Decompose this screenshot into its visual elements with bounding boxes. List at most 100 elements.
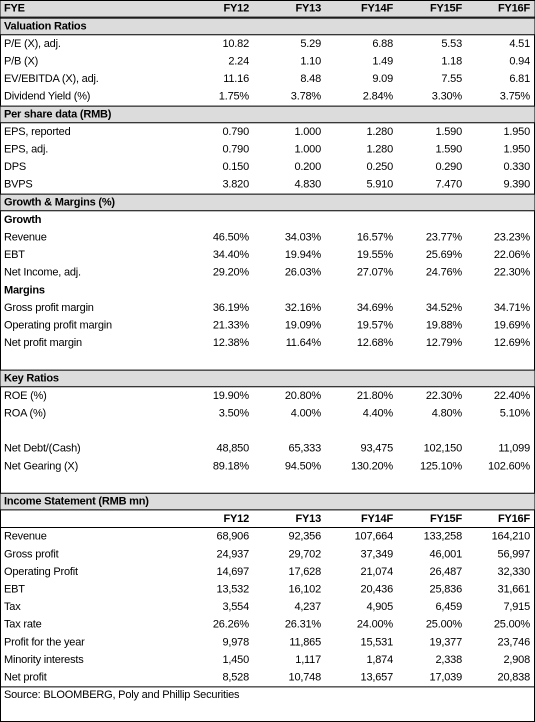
cell-value: 0.790 bbox=[222, 144, 249, 156]
section-band bbox=[0, 105, 535, 124]
cell-value: 5.10% bbox=[500, 408, 531, 420]
cell-value: 3.30% bbox=[432, 91, 463, 103]
cell-value: 1.000 bbox=[294, 144, 321, 156]
cell-value: 164,210 bbox=[492, 531, 530, 543]
cell-value: 7,915 bbox=[503, 601, 530, 613]
cell-value: 2,338 bbox=[435, 654, 462, 666]
cell-value: 19.09% bbox=[285, 320, 322, 332]
cell-value: 0.790 bbox=[222, 126, 249, 138]
row-label: Net profit margin bbox=[4, 337, 82, 349]
row-label: ROE (%) bbox=[4, 390, 47, 402]
cell-value: 1,450 bbox=[222, 654, 249, 666]
row-label: EV/EBITDA (X), adj. bbox=[4, 73, 99, 85]
column-header: FY13 bbox=[296, 3, 322, 15]
cell-value: 4.830 bbox=[294, 179, 321, 191]
section-band bbox=[0, 369, 535, 388]
row-label: EPS, adj. bbox=[4, 144, 48, 156]
cell-value: 34.40% bbox=[213, 249, 250, 261]
cell-value: 11,865 bbox=[289, 636, 321, 648]
section-band bbox=[0, 0, 535, 18]
cell-value: 19.90% bbox=[213, 390, 250, 402]
row-label: Net Debt/(Cash) bbox=[4, 443, 80, 455]
cell-value: 19.55% bbox=[357, 249, 394, 261]
cell-value: 34.52% bbox=[426, 302, 463, 314]
cell-value: 56,997 bbox=[498, 548, 531, 560]
cell-value: 2,908 bbox=[503, 654, 530, 666]
cell-value: 1.18 bbox=[441, 56, 462, 68]
cell-value: 94.50% bbox=[285, 460, 322, 472]
cell-value: 36.19% bbox=[213, 302, 250, 314]
cell-value: 27.07% bbox=[357, 267, 394, 279]
cell-value: 23.23% bbox=[494, 232, 531, 244]
row-label: Operating Profit bbox=[4, 566, 78, 578]
cell-value: 4.80% bbox=[432, 408, 463, 420]
column-header: FY12 bbox=[224, 513, 250, 525]
cell-value: 16.57% bbox=[357, 232, 394, 244]
cell-value: 25,836 bbox=[430, 584, 463, 596]
cell-value: 20,838 bbox=[498, 672, 531, 684]
cell-value: 5.29 bbox=[300, 38, 321, 50]
cell-value: 4.51 bbox=[509, 38, 530, 50]
cell-value: 22.40% bbox=[494, 390, 531, 402]
cell-value: 1.75% bbox=[219, 91, 250, 103]
cell-value: 5.53 bbox=[441, 38, 462, 50]
cell-value: 15,531 bbox=[361, 636, 394, 648]
cell-value: 8,528 bbox=[222, 672, 249, 684]
cell-value: 21.80% bbox=[357, 390, 394, 402]
cell-value: 93,475 bbox=[361, 443, 394, 455]
cell-value: 1.280 bbox=[366, 144, 393, 156]
cell-value: 13,657 bbox=[361, 672, 394, 684]
section-band bbox=[0, 193, 535, 212]
cell-value: 2.84% bbox=[363, 91, 394, 103]
section-band bbox=[0, 17, 535, 36]
cell-value: 11.16 bbox=[223, 73, 249, 85]
section-title: Valuation Ratios bbox=[4, 20, 86, 32]
cell-value: 6.88 bbox=[372, 38, 393, 50]
cell-value: 5.910 bbox=[366, 179, 393, 191]
cell-value: 9,978 bbox=[222, 636, 249, 648]
cell-value: 0.94 bbox=[509, 56, 530, 68]
cell-value: 21.33% bbox=[213, 320, 250, 332]
cell-value: 0.290 bbox=[435, 161, 462, 173]
cell-value: 0.150 bbox=[222, 161, 249, 173]
row-label: Minority interests bbox=[4, 654, 84, 666]
cell-value: 26.26% bbox=[213, 619, 250, 631]
column-header: FY12 bbox=[224, 3, 250, 15]
cell-value: 22.30% bbox=[426, 390, 463, 402]
column-header: FY16F bbox=[498, 3, 530, 15]
cell-value: 3.78% bbox=[291, 91, 322, 103]
cell-value: 26.03% bbox=[285, 267, 322, 279]
row-label: Gross profit margin bbox=[4, 302, 94, 314]
cell-value: 9.09 bbox=[372, 73, 393, 85]
section-title: Per share data (RMB) bbox=[4, 108, 112, 120]
cell-value: 24,937 bbox=[217, 548, 250, 560]
cell-value: 29.20% bbox=[213, 267, 250, 279]
cell-value: 1.950 bbox=[503, 144, 530, 156]
cell-value: 48,850 bbox=[217, 443, 250, 455]
cell-value: 10,748 bbox=[289, 672, 322, 684]
cell-value: 23,746 bbox=[498, 636, 531, 648]
cell-value: 68,906 bbox=[217, 531, 250, 543]
cell-value: 1.49 bbox=[372, 56, 393, 68]
cell-value: 4.40% bbox=[363, 408, 394, 420]
cell-value: 133,258 bbox=[424, 531, 462, 543]
cell-value: 34.03% bbox=[285, 232, 322, 244]
cell-value: 19.94% bbox=[285, 249, 322, 261]
column-header: FY14F bbox=[361, 513, 393, 525]
cell-value: 92,356 bbox=[289, 531, 322, 543]
row-label: DPS bbox=[4, 161, 26, 173]
cell-value: 0.200 bbox=[294, 161, 321, 173]
cell-value: 89.18% bbox=[213, 460, 250, 472]
group-title: Margins bbox=[4, 284, 45, 296]
column-header: FY16F bbox=[498, 513, 530, 525]
cell-value: 8.48 bbox=[300, 73, 321, 85]
cell-value: 125.10% bbox=[420, 460, 462, 472]
group-title: Growth bbox=[4, 214, 42, 226]
cell-value: 25.00% bbox=[494, 619, 531, 631]
cell-value: 1,874 bbox=[366, 654, 393, 666]
cell-value: 1.590 bbox=[435, 126, 462, 138]
row-label: Profit for the year bbox=[4, 636, 85, 648]
column-header: FY13 bbox=[296, 513, 322, 525]
cell-value: 12.69% bbox=[494, 337, 531, 349]
